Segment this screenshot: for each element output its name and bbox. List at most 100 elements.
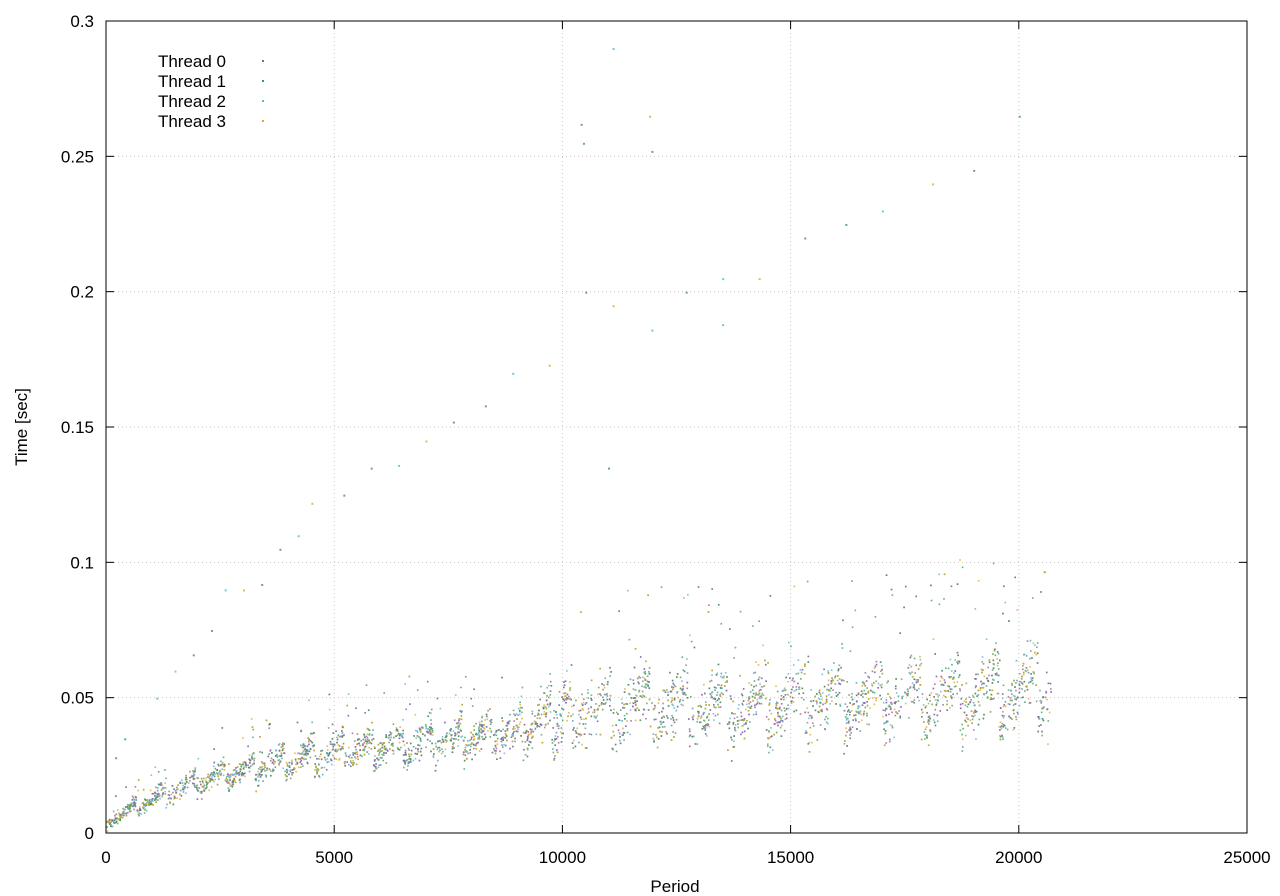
- scatter-point: [539, 723, 542, 726]
- scatter-point: [920, 738, 923, 741]
- scatter-point: [438, 746, 441, 749]
- scatter-point: [555, 711, 557, 713]
- scatter-point: [485, 715, 488, 718]
- scatter-point: [145, 804, 147, 807]
- scatter-point: [821, 698, 823, 701]
- scatter-point: [995, 672, 998, 675]
- scatter-point: [893, 708, 896, 711]
- scatter-point: [642, 680, 644, 683]
- scatter-point: [200, 777, 203, 780]
- scatter-point: [561, 696, 563, 698]
- scatter-point: [327, 760, 330, 763]
- scatter-point: [991, 698, 993, 700]
- scatter-point: [543, 713, 545, 716]
- scatter-point: [1032, 642, 1035, 645]
- scatter-point: [587, 689, 589, 691]
- scatter-point: [1018, 687, 1021, 690]
- scatter-point: [1002, 738, 1004, 740]
- scatter-point: [576, 727, 579, 730]
- scatter-point: [152, 797, 154, 800]
- scatter-point: [155, 786, 157, 789]
- scatter-point: [343, 762, 346, 765]
- scatter-point: [1014, 686, 1016, 688]
- scatter-point: [276, 753, 278, 756]
- scatter-point: [174, 789, 177, 792]
- scatter-point: [373, 770, 375, 772]
- scatter-point: [670, 701, 673, 703]
- scatter-point: [160, 782, 162, 784]
- scatter-point: [816, 702, 818, 705]
- scatter-point: [789, 695, 792, 698]
- scatter-point: [131, 799, 134, 801]
- scatter-point: [499, 757, 502, 759]
- scatter-point: [926, 736, 928, 739]
- scatter-point: [1023, 653, 1026, 656]
- scatter-point: [363, 748, 366, 750]
- scatter-point: [827, 672, 830, 675]
- scatter-point: [549, 719, 551, 722]
- scatter-point: [547, 722, 549, 725]
- scatter-point: [864, 693, 867, 695]
- scatter-point: [312, 732, 314, 735]
- scatter-point: [653, 718, 656, 721]
- scatter-point: [242, 767, 245, 770]
- scatter-point: [1032, 671, 1035, 673]
- scatter-point: [991, 674, 993, 677]
- scatter-point: [265, 774, 267, 777]
- scatter-point: [402, 729, 404, 732]
- scatter-point: [314, 755, 317, 757]
- scatter-point: [866, 700, 868, 703]
- scatter-point: [931, 703, 933, 706]
- scatter-point: [996, 658, 999, 660]
- scatter-point: [356, 743, 359, 745]
- scatter-point: [866, 723, 868, 726]
- scatter-point: [1024, 669, 1027, 672]
- scatter-point: [475, 722, 477, 725]
- scatter-point: [867, 690, 870, 693]
- scatter-point: [920, 662, 923, 665]
- scatter-point: [126, 806, 129, 809]
- scatter-point: [764, 697, 767, 700]
- scatter-point: [444, 739, 447, 741]
- scatter-point: [323, 766, 326, 769]
- scatter-point: [753, 704, 756, 707]
- scatter-point: [377, 758, 379, 761]
- scatter-point: [154, 791, 156, 794]
- scatter-point: [865, 680, 868, 682]
- scatter-point: [266, 769, 268, 771]
- scatter-point: [503, 743, 505, 746]
- scatter-point: [416, 730, 419, 732]
- scatter-point: [875, 697, 877, 700]
- scatter-point: [819, 709, 822, 712]
- scatter-point: [250, 765, 252, 767]
- scatter-point: [871, 683, 873, 685]
- scatter-point: [614, 743, 617, 746]
- scatter-point: [704, 725, 706, 727]
- scatter-point: [462, 753, 465, 756]
- scatter-point: [966, 705, 969, 708]
- scatter-point: [280, 752, 283, 755]
- scatter-point: [671, 679, 674, 682]
- scatter-point: [721, 687, 724, 690]
- scatter-point: [964, 704, 967, 707]
- scatter-point: [517, 707, 520, 710]
- scatter-point: [495, 730, 498, 732]
- scatter-point: [667, 705, 670, 707]
- scatter-point: [151, 799, 153, 802]
- scatter-point: [693, 646, 696, 649]
- scatter-point: [812, 705, 814, 707]
- scatter-point: [529, 733, 532, 735]
- scatter-point: [913, 684, 915, 686]
- scatter-point: [808, 751, 811, 753]
- scatter-point: [749, 707, 752, 709]
- scatter-point: [623, 707, 626, 709]
- scatter-point: [717, 663, 720, 666]
- scatter-point: [588, 711, 590, 713]
- scatter-point: [825, 707, 828, 710]
- scatter-point: [995, 642, 997, 644]
- scatter-point: [449, 739, 452, 741]
- scatter-point: [407, 760, 410, 763]
- scatter-point: [169, 797, 171, 799]
- scatter-point: [566, 719, 568, 722]
- scatter-point: [377, 766, 380, 769]
